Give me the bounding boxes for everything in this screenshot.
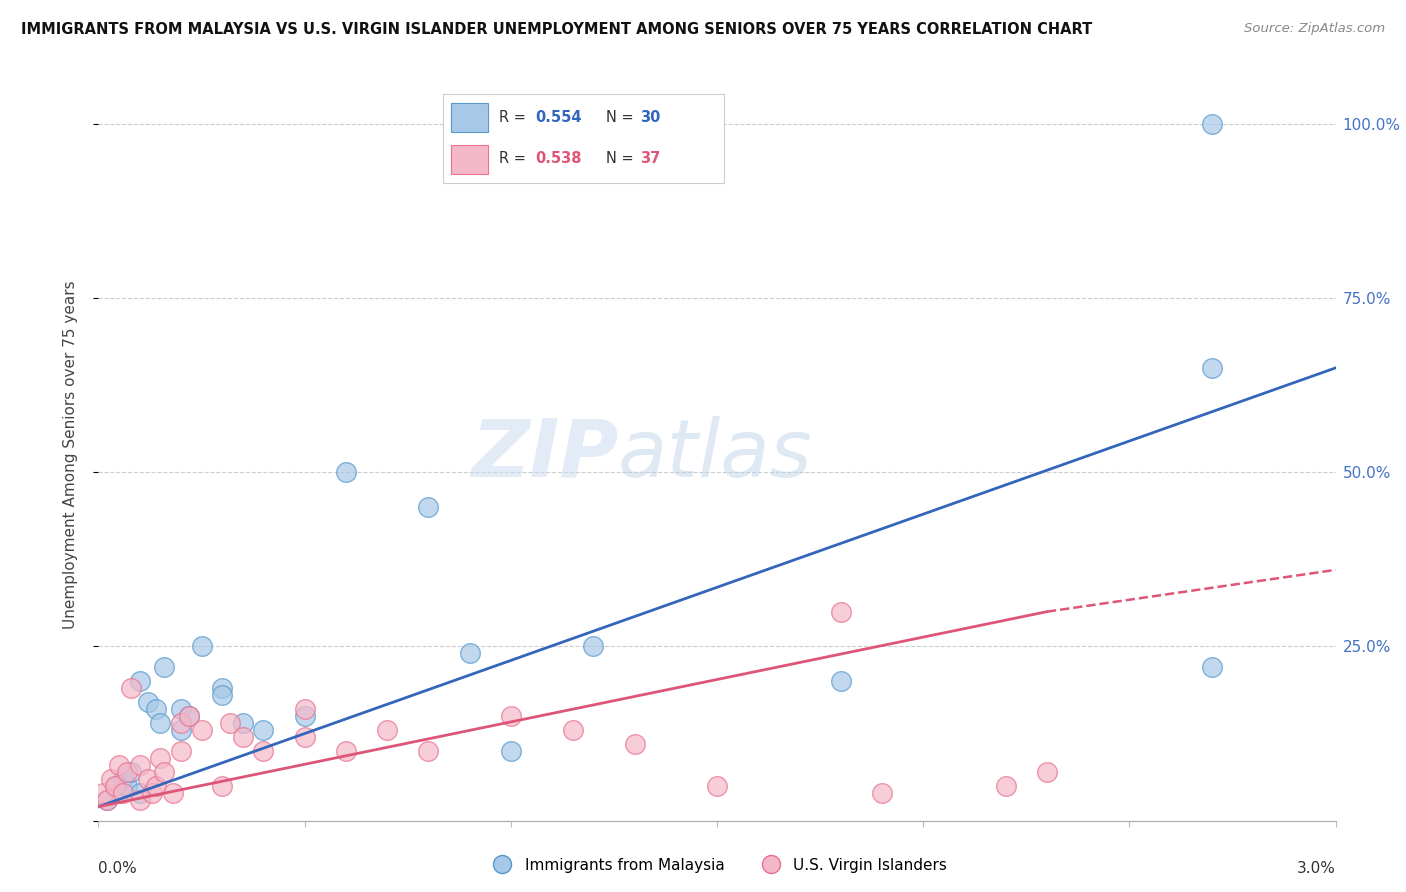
- Legend: Immigrants from Malaysia, U.S. Virgin Islanders: Immigrants from Malaysia, U.S. Virgin Is…: [481, 852, 953, 879]
- Text: R =: R =: [499, 111, 530, 125]
- Text: ZIP: ZIP: [471, 416, 619, 494]
- Point: [145, 702, 167, 716]
- Text: N =: N =: [606, 152, 638, 166]
- Text: IMMIGRANTS FROM MALAYSIA VS U.S. VIRGIN ISLANDER UNEMPLOYMENT AMONG SENIORS OVER: IMMIGRANTS FROM MALAYSIA VS U.S. VIRGIN …: [21, 22, 1092, 37]
- Point: [561, 723, 583, 737]
- Point: [170, 716, 193, 731]
- Point: [1201, 117, 1223, 131]
- Point: [294, 702, 316, 716]
- Point: [136, 772, 159, 786]
- Text: N =: N =: [606, 111, 638, 125]
- Point: [830, 674, 852, 689]
- Point: [335, 466, 357, 480]
- Point: [128, 674, 150, 689]
- Point: [1201, 360, 1223, 375]
- Point: [582, 640, 605, 654]
- Point: [149, 716, 172, 731]
- Point: [153, 660, 176, 674]
- Point: [120, 681, 142, 696]
- Point: [104, 779, 127, 793]
- Point: [458, 647, 481, 661]
- Text: 0.554: 0.554: [536, 111, 582, 125]
- Point: [335, 744, 357, 758]
- Point: [100, 772, 122, 786]
- Point: [623, 737, 645, 751]
- Text: 0.538: 0.538: [536, 152, 582, 166]
- Point: [170, 723, 193, 737]
- Point: [117, 764, 139, 779]
- Point: [211, 779, 233, 793]
- Text: 30: 30: [640, 111, 659, 125]
- Point: [145, 779, 167, 793]
- Point: [108, 758, 131, 772]
- Point: [117, 779, 139, 793]
- Point: [108, 786, 131, 800]
- Bar: [451, 145, 488, 174]
- Point: [994, 779, 1017, 793]
- Point: [162, 786, 184, 800]
- Point: [870, 786, 893, 800]
- Text: 3.0%: 3.0%: [1296, 861, 1336, 876]
- Point: [499, 744, 522, 758]
- Point: [418, 500, 440, 515]
- Point: [141, 786, 163, 800]
- Point: [170, 702, 193, 716]
- Point: [211, 688, 233, 702]
- Point: [499, 709, 522, 723]
- Point: [294, 709, 316, 723]
- Point: [375, 723, 398, 737]
- Point: [219, 716, 242, 731]
- Point: [1201, 660, 1223, 674]
- Point: [96, 793, 118, 807]
- Point: [153, 764, 176, 779]
- Point: [128, 758, 150, 772]
- Point: [190, 640, 212, 654]
- Point: [136, 695, 159, 709]
- Point: [252, 723, 274, 737]
- Point: [149, 751, 172, 765]
- Point: [96, 793, 118, 807]
- Point: [294, 730, 316, 744]
- Text: R =: R =: [499, 152, 530, 166]
- Point: [120, 764, 142, 779]
- Point: [104, 779, 127, 793]
- Text: 37: 37: [640, 152, 659, 166]
- Point: [232, 730, 254, 744]
- Point: [1036, 764, 1059, 779]
- Y-axis label: Unemployment Among Seniors over 75 years: Unemployment Among Seniors over 75 years: [63, 281, 77, 629]
- Point: [112, 772, 135, 786]
- Point: [112, 786, 135, 800]
- Text: 0.0%: 0.0%: [98, 861, 138, 876]
- Point: [706, 779, 728, 793]
- Point: [91, 786, 114, 800]
- Bar: [451, 103, 488, 132]
- Text: atlas: atlas: [619, 416, 813, 494]
- Point: [232, 716, 254, 731]
- Point: [252, 744, 274, 758]
- Text: Source: ZipAtlas.com: Source: ZipAtlas.com: [1244, 22, 1385, 36]
- Point: [170, 744, 193, 758]
- Point: [128, 786, 150, 800]
- Point: [830, 605, 852, 619]
- Point: [211, 681, 233, 696]
- Point: [128, 793, 150, 807]
- Point: [179, 709, 201, 723]
- Point: [190, 723, 212, 737]
- Point: [418, 744, 440, 758]
- Point: [179, 709, 201, 723]
